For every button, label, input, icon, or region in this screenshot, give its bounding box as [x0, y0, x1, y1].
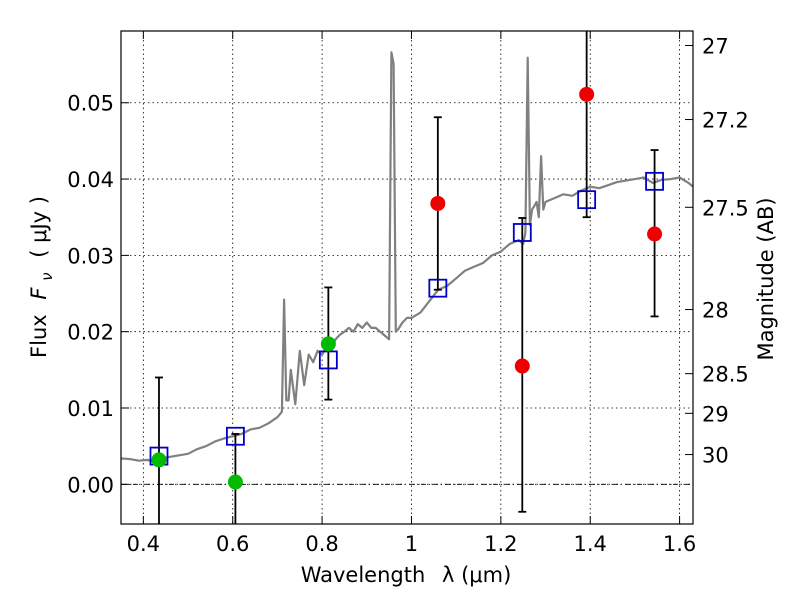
- detections-point: [151, 452, 167, 468]
- y2-tick-label: 27: [702, 35, 729, 59]
- x-tick-label: 1: [405, 532, 418, 556]
- x-tick-label: 1.6: [663, 532, 696, 556]
- y2-tick-label: 27.2: [702, 109, 749, 133]
- model-photometry-square: [577, 190, 597, 210]
- x-tick-label: 1.4: [574, 532, 607, 556]
- marginal-detections-point: [647, 226, 663, 242]
- y2-tick-label: 29: [702, 402, 729, 426]
- y2-tick-label: 28.5: [702, 363, 749, 387]
- y-tick-label: 0.00: [67, 473, 114, 497]
- y-axis-label: Flux: [27, 314, 51, 358]
- y-axis-symbol-sub: ν: [38, 272, 56, 280]
- detections-point: [320, 336, 336, 352]
- y2-tick-label: 30: [702, 444, 729, 468]
- model-photometry-square: [428, 278, 448, 298]
- grid: [121, 31, 693, 524]
- y-tick-label: 0.05: [67, 92, 114, 116]
- y-tick-label: 0.01: [67, 397, 114, 421]
- y-axis-title: Flux F ν ( μJy ): [27, 196, 57, 358]
- y-tick-label: 0.04: [67, 168, 114, 192]
- x-tick-label: 0.4: [127, 532, 160, 556]
- y2-tick-label: 27.5: [702, 196, 749, 220]
- x-tick-label: 1.2: [484, 532, 517, 556]
- model-photometry-square: [318, 350, 338, 370]
- model-photometry-square: [512, 223, 532, 242]
- marginal-detections-point: [579, 86, 595, 102]
- plot-frame: [120, 30, 694, 525]
- ticks: 0.4 0.6 0.8 1 1.2 1.4 1.6 0.00 0.01 0.02 0.03 0.04 0…: [67, 31, 749, 556]
- y-tick-label: 0.02: [67, 321, 114, 345]
- model-photometry-square: [225, 426, 245, 446]
- y-tick-label: 0.03: [67, 244, 114, 268]
- x-axis-title: Wavelength λ (μm): [301, 563, 512, 587]
- data-layer: [120, 31, 694, 524]
- x-axis-label: Wavelength: [301, 563, 426, 587]
- plot-background: [121, 31, 693, 524]
- y-axis-unit: ( μJy ): [27, 196, 51, 258]
- x-axis-unit: λ (μm): [442, 563, 511, 587]
- x-tick-label: 0.8: [305, 532, 338, 556]
- x-tick-label: 0.6: [216, 532, 249, 556]
- detections-point: [227, 474, 243, 490]
- y2-axis-title: Magnitude (AB): [754, 197, 778, 360]
- marginal-detections-point: [514, 358, 530, 374]
- model-photometry-square: [645, 171, 664, 191]
- y-axis-symbol: F: [27, 287, 51, 300]
- y2-tick-label: 28: [702, 299, 729, 323]
- marginal-detections-point: [430, 195, 446, 211]
- spectrum-line: [120, 51, 694, 463]
